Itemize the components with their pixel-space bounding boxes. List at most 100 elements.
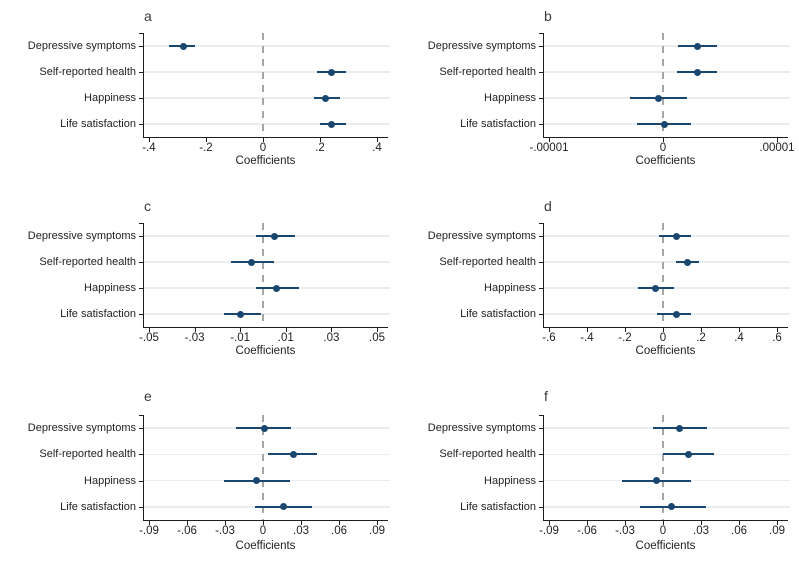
y-tick-mark: [139, 480, 143, 482]
point-estimate-marker: [684, 258, 692, 266]
y-tick-mark: [539, 428, 543, 430]
zero-reference-line: [662, 223, 664, 327]
gridline: [143, 313, 390, 315]
x-tick-label: .6: [772, 332, 782, 344]
x-tick-label: .03: [323, 332, 340, 344]
x-tick-mark: [549, 521, 550, 525]
x-tick-mark: [320, 138, 321, 142]
zero-reference-line: [262, 415, 264, 520]
point-estimate-marker: [273, 284, 281, 292]
x-tick-label: 0: [659, 332, 667, 344]
x-tick-label: .09: [769, 525, 785, 537]
y-tick-mark: [139, 46, 143, 47]
panel-a: a -.4 -.2 0 .2 .4 Coefficients Depressive sy…: [0, 0, 400, 190]
x-tick-label: -.2: [199, 142, 213, 154]
x-tick-label: .06: [731, 525, 747, 537]
category-label: Life satisfaction: [460, 118, 536, 130]
gridline: [143, 123, 390, 125]
x-tick-label: .09: [369, 525, 385, 537]
y-axis-end-tick: [139, 223, 143, 224]
x-tick-label: .06: [331, 525, 347, 537]
y-axis-line: [143, 223, 144, 328]
x-tick-mark: [377, 521, 378, 525]
x-tick-mark: [777, 138, 778, 142]
x-tick-label: .4: [734, 332, 744, 344]
point-estimate-marker: [684, 450, 692, 458]
panel-f: f -.09 -.06 -.03 0 .03 .06 .09 Coefficients De…: [400, 380, 799, 574]
x-tick-mark: [149, 328, 150, 332]
x-tick-mark: [739, 328, 740, 332]
category-label: Happiness: [84, 282, 136, 294]
x-tick-mark: [285, 328, 287, 332]
panel-c: c -.05 -.03 -.01 .01 .03 .05 Coefficients Dep…: [0, 190, 400, 380]
point-estimate-marker: [179, 42, 187, 50]
x-tick-mark: [587, 521, 588, 525]
y-tick-mark: [539, 262, 543, 263]
x-tick-mark: [777, 328, 778, 332]
panel-letter: d: [544, 198, 552, 214]
x-tick-mark: [777, 521, 778, 525]
x-tick-mark: [701, 521, 702, 525]
point-estimate-marker: [279, 503, 287, 511]
x-tick-mark: [149, 521, 150, 525]
category-label: Self-reported health: [39, 66, 136, 78]
x-tick-label: .03: [693, 525, 709, 537]
category-label: Depressive symptoms: [27, 230, 136, 242]
x-axis-line: [543, 137, 788, 138]
y-tick-mark: [139, 236, 143, 237]
x-tick-label: -.4: [142, 142, 156, 154]
x-tick-mark: [225, 521, 226, 525]
x-tick-label: -.4: [580, 332, 594, 344]
y-tick-mark: [539, 314, 543, 315]
x-axis-line: [143, 327, 388, 328]
zero-reference-line: [262, 223, 264, 327]
y-axis-line: [543, 223, 544, 328]
x-tick-mark: [263, 521, 264, 525]
x-tick-mark: [301, 521, 302, 525]
category-label: Self-reported health: [39, 448, 136, 461]
point-estimate-marker: [675, 424, 683, 432]
x-axis-line: [543, 327, 788, 328]
y-tick-mark: [539, 46, 543, 47]
y-tick-mark: [539, 506, 543, 508]
x-axis-title: Coefficients: [235, 345, 296, 357]
point-estimate-marker: [693, 68, 701, 76]
x-tick-mark: [663, 138, 664, 142]
category-label: Self-reported health: [439, 256, 536, 268]
point-estimate-marker: [672, 232, 680, 240]
point-estimate-marker: [236, 310, 244, 318]
category-label: Depressive symptoms: [427, 40, 536, 52]
x-tick-label: -.2: [618, 332, 632, 344]
plot-area: -.00001 0 .00001: [529, 33, 795, 154]
gridline: [543, 45, 790, 47]
point-estimate-marker: [322, 94, 330, 102]
category-label: Depressive symptoms: [427, 230, 536, 242]
category-label: Self-reported health: [39, 256, 136, 268]
category-label: Life satisfaction: [460, 500, 536, 513]
point-estimate-marker: [260, 424, 268, 432]
x-axis-title: Coefficients: [235, 540, 296, 552]
x-tick-label: .03: [293, 525, 309, 537]
panel-letter: b: [544, 8, 552, 24]
x-tick-label: -.09: [139, 525, 159, 537]
y-tick-mark: [139, 314, 143, 315]
panel-letter: e: [144, 388, 152, 404]
y-tick-mark: [139, 262, 143, 263]
x-tick-label: -.05: [139, 332, 159, 344]
x-tick-mark: [187, 521, 188, 525]
x-tick-label: -.03: [184, 332, 205, 344]
y-tick-mark: [139, 98, 143, 99]
y-tick-mark: [139, 506, 143, 508]
panel-letter: c: [144, 198, 151, 214]
zero-reference-line: [662, 33, 664, 137]
category-label: Depressive symptoms: [27, 40, 136, 52]
point-estimate-marker: [327, 68, 335, 76]
y-tick-mark: [139, 288, 143, 289]
x-tick-mark: [331, 328, 333, 332]
x-tick-label: -.09: [539, 525, 559, 537]
y-tick-mark: [539, 124, 543, 125]
x-axis-title: Coefficients: [635, 155, 696, 167]
point-estimate-marker: [693, 42, 701, 50]
point-estimate-marker: [651, 284, 659, 292]
